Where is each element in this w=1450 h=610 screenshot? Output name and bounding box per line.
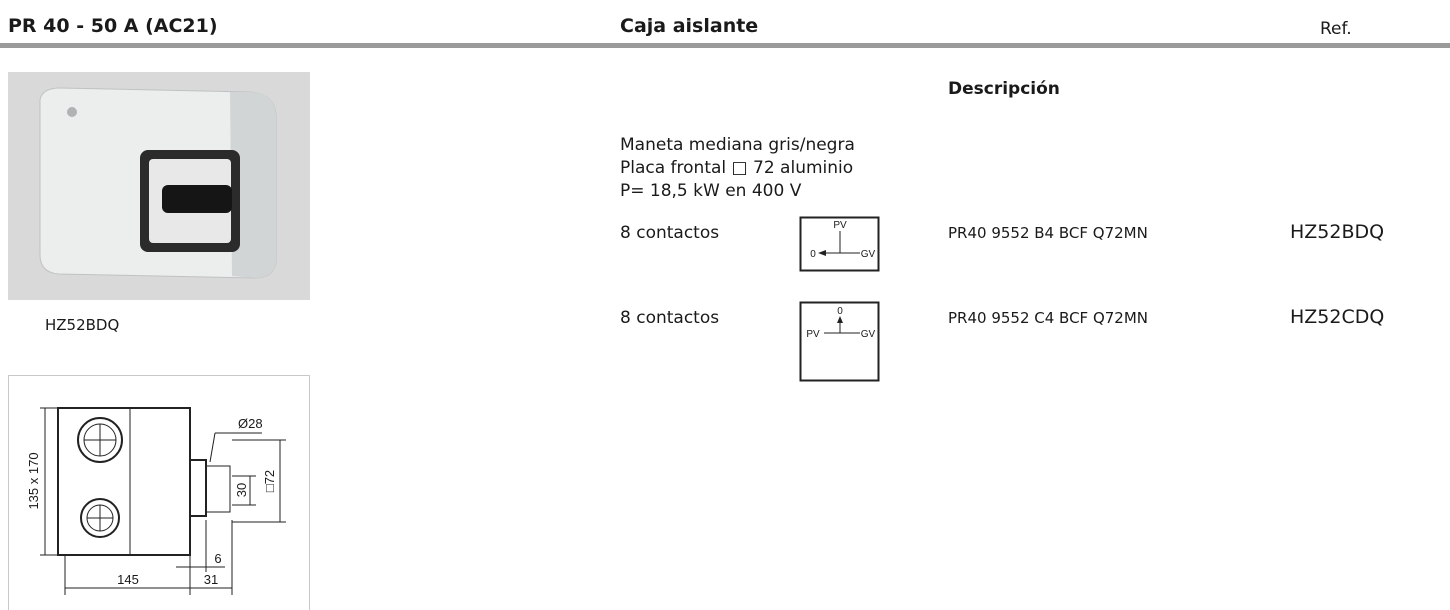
header-ref: Ref. <box>1320 19 1352 39</box>
product-photo-path <box>230 92 276 278</box>
product-photo-rect <box>162 185 232 213</box>
description-line: P= 18,5 kW en 400 V <box>620 181 802 201</box>
diagram-right: GV <box>861 249 876 260</box>
switch-diagram-rect <box>799 301 880 382</box>
diagram-top: 0 <box>837 306 843 317</box>
row-code: PR40 9552 C4 BCF Q72MN <box>948 309 1148 327</box>
header-section: Caja aislante <box>620 15 758 37</box>
row-contacts: 8 contactos <box>620 308 719 328</box>
description-heading: Descripción <box>948 79 1060 99</box>
header-rule <box>0 43 1450 48</box>
product-photo <box>8 72 310 300</box>
row-contacts: 8 contactos <box>620 223 719 243</box>
dimension-drawing <box>8 375 310 610</box>
description-line: Placa frontal □ 72 aluminio <box>620 158 853 178</box>
dimension-drawing-line <box>209 432 216 463</box>
dimension-drawing-circle <box>77 417 123 463</box>
dim-width: 145 <box>117 572 139 587</box>
description-line: Maneta mediana gris/negra <box>620 135 855 155</box>
row-code: PR40 9552 B4 BCF Q72MN <box>948 224 1148 242</box>
product-photo-circle <box>67 107 77 117</box>
switch-diagram <box>799 216 880 272</box>
diagram-left: PV <box>806 329 820 340</box>
dim-handle-height: 30 <box>234 483 249 497</box>
dim-plate: □72 <box>262 470 277 492</box>
dim-size: 135 x 170 <box>26 452 41 509</box>
row-ref: HZ52CDQ <box>1290 306 1384 328</box>
switch-diagram-path <box>837 316 843 323</box>
row-ref: HZ52BDQ <box>1290 221 1384 243</box>
diagram-left: 0 <box>810 249 816 260</box>
dim-depth: 31 <box>204 572 218 587</box>
switch-diagram-path <box>818 250 826 256</box>
switch-diagram <box>799 301 880 382</box>
switch-diagram-rect <box>799 216 880 272</box>
diagram-top: PV <box>833 220 847 231</box>
photo-caption: HZ52BDQ <box>45 316 119 334</box>
header-title: PR 40 - 50 A (AC21) <box>8 15 218 37</box>
dimension-drawing-circle <box>80 498 120 538</box>
diagram-right: GV <box>861 329 876 340</box>
dim-offset: 6 <box>214 551 221 566</box>
dimension-drawing-rect <box>205 465 231 513</box>
dim-diameter: Ø28 <box>238 416 263 431</box>
